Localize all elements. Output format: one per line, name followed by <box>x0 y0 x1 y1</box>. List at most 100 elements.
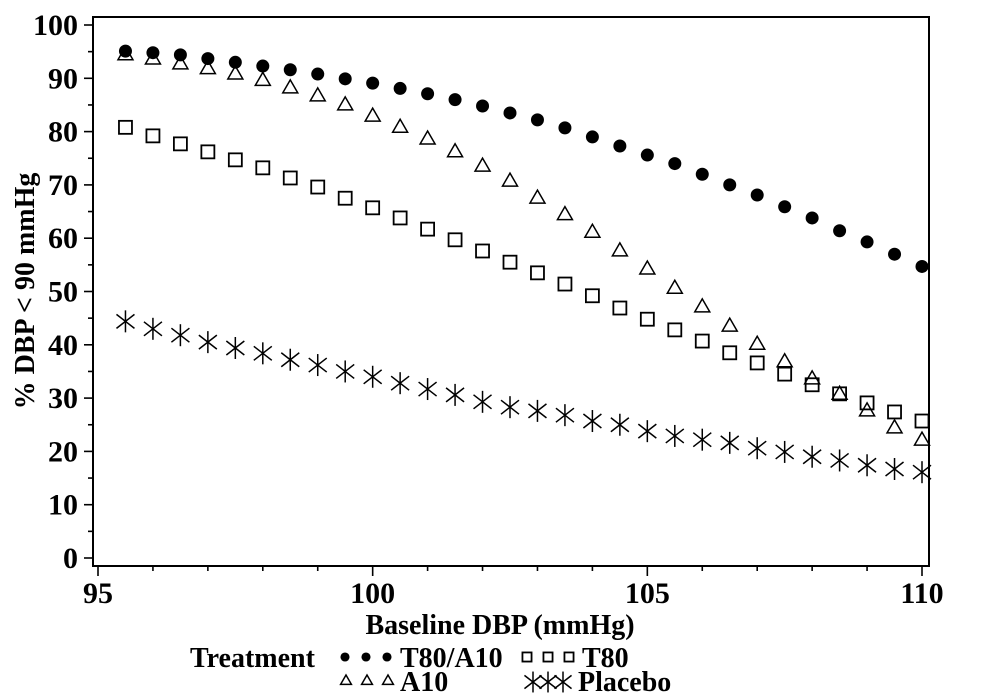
asterisk-icon <box>225 336 245 359</box>
x-tick-label: 105 <box>625 577 670 610</box>
filled-circle-icon <box>613 139 627 153</box>
asterisk-icon <box>775 440 795 463</box>
series-placebo <box>116 310 932 484</box>
y-tick-label: 0 <box>63 542 78 575</box>
open-square-icon <box>530 265 545 281</box>
legend-label-placebo: Placebo <box>578 667 671 696</box>
asterisk-icon <box>528 399 547 422</box>
filled-circle-icon <box>833 224 847 238</box>
open-square-icon <box>521 651 533 663</box>
asterisk-icon <box>692 428 712 451</box>
asterisk-icon <box>253 342 273 365</box>
open-triangle-icon <box>501 171 519 187</box>
open-square-icon <box>859 395 875 411</box>
asterisk-icon <box>143 317 163 340</box>
asterisk-icon <box>610 413 630 436</box>
filled-circle-icon <box>366 76 380 90</box>
open-triangle-icon <box>803 369 821 385</box>
series-t80 <box>118 119 930 429</box>
filled-circle-icon <box>668 157 682 171</box>
open-square-icon <box>200 144 216 160</box>
filled-circle-icon <box>228 55 242 69</box>
open-triangle-icon <box>281 78 300 94</box>
open-triangle-icon <box>391 117 409 134</box>
filled-circle-icon <box>860 235 874 249</box>
asterisk-icon <box>553 671 573 693</box>
filled-circle-icon <box>340 652 350 662</box>
legend-label-a10: A10 <box>400 667 448 696</box>
filled-circle-icon <box>585 130 599 144</box>
x-axis-ticks: 95 100 105 110 <box>83 566 944 610</box>
open-triangle-icon <box>339 673 353 686</box>
open-triangle-icon <box>748 334 766 350</box>
open-triangle-icon <box>381 673 395 686</box>
open-square-icon <box>639 311 655 327</box>
y-tick-label: 80 <box>48 116 78 149</box>
open-square-icon <box>118 119 133 135</box>
asterisk-icon <box>418 378 438 401</box>
legend-title: Treatment <box>190 643 316 674</box>
open-square-icon <box>887 404 902 420</box>
open-triangle-icon <box>226 64 245 80</box>
filled-circle-icon <box>361 652 371 662</box>
open-triangle-icon <box>556 205 574 221</box>
open-square-icon <box>172 136 188 152</box>
asterisk-icon <box>555 404 575 427</box>
filled-circle-icon <box>558 121 572 135</box>
y-tick-label: 30 <box>48 382 78 415</box>
filled-circle-icon <box>421 87 435 101</box>
open-triangle-icon <box>446 142 464 158</box>
filled-circle-icon <box>173 48 187 62</box>
open-square-icon <box>475 243 490 259</box>
open-square-icon <box>667 322 683 338</box>
open-square-icon <box>804 377 820 393</box>
asterisk-icon <box>538 671 558 693</box>
open-triangle-icon <box>199 59 217 75</box>
filled-circle-icon <box>640 148 654 162</box>
asterisk-icon <box>280 348 300 371</box>
filled-circle-icon <box>530 113 544 127</box>
open-triangle-icon <box>720 316 739 332</box>
open-triangle-icon <box>360 673 374 686</box>
filled-circle-icon <box>311 67 325 81</box>
open-square-icon <box>914 413 930 429</box>
y-axis-ticks: 0 10 20 30 40 50 60 70 80 90 100 <box>33 9 93 575</box>
open-square-icon <box>337 190 353 206</box>
filled-circle-icon <box>750 188 764 202</box>
open-triangle-icon <box>830 384 849 401</box>
asterisk-icon <box>170 324 190 347</box>
y-tick-label: 60 <box>48 222 78 255</box>
legend-label-t80a10: T80/A10 <box>400 643 503 674</box>
asterisk-icon <box>473 390 492 413</box>
x-axis-title: Baseline DBP (mmHg) <box>365 610 634 641</box>
plot-area <box>92 16 930 567</box>
filled-circle-icon <box>888 247 902 261</box>
open-triangle-icon <box>885 418 904 434</box>
open-square-icon <box>694 333 710 349</box>
asterisk-icon <box>363 365 383 388</box>
asterisk-icon <box>885 457 904 480</box>
asterisk-icon <box>445 383 465 406</box>
filled-circle-icon <box>805 211 819 225</box>
y-axis-title: % DBP < 90 mmHg <box>10 173 41 410</box>
y-tick-label: 90 <box>48 62 78 95</box>
filled-circle-icon <box>503 106 517 120</box>
asterisk-icon <box>390 372 410 395</box>
open-triangle-icon <box>418 129 437 145</box>
filled-circle-icon <box>382 652 392 662</box>
open-triangle-icon <box>308 86 327 102</box>
open-square-icon <box>585 288 600 304</box>
asterisk-icon <box>523 671 543 693</box>
asterisk-icon <box>857 454 877 477</box>
asterisk-icon <box>912 461 932 484</box>
open-square-icon <box>563 651 575 663</box>
open-square-icon <box>420 221 436 237</box>
open-square-icon <box>722 345 738 361</box>
open-square-icon <box>832 386 847 402</box>
asterisk-icon <box>116 310 135 333</box>
open-square-icon <box>392 210 408 226</box>
asterisk-icon <box>198 331 218 354</box>
open-triangle-icon <box>638 259 657 275</box>
